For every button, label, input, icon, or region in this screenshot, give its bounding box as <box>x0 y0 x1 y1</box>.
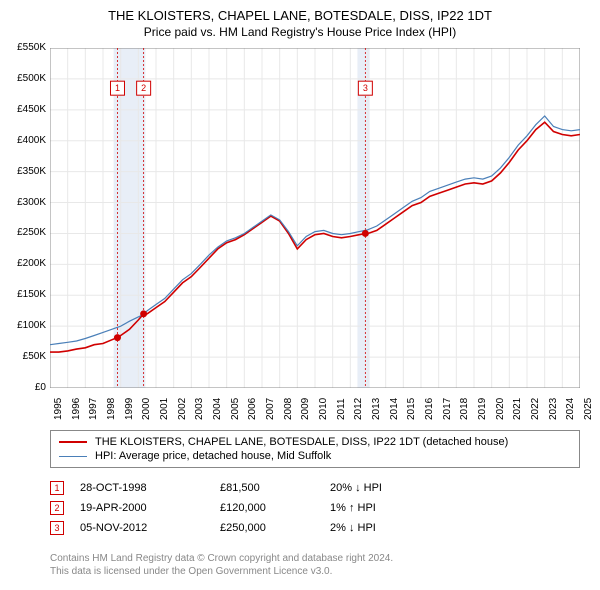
x-tick-label: 2005 <box>230 398 241 420</box>
x-tick-label: 2014 <box>389 398 400 420</box>
y-tick-label: £200K <box>2 258 46 269</box>
sale-date: 28-OCT-1998 <box>80 482 220 494</box>
x-tick-label: 1999 <box>124 398 135 420</box>
svg-text:2: 2 <box>141 83 146 93</box>
sale-marker: 1 <box>50 481 64 495</box>
sale-price: £120,000 <box>220 502 330 514</box>
x-tick-label: 2001 <box>159 398 170 420</box>
chart-svg: 1 2 3 <box>50 48 580 388</box>
svg-text:3: 3 <box>363 83 368 93</box>
x-tick-label: 2018 <box>459 398 470 420</box>
x-tick-label: 2003 <box>194 398 205 420</box>
x-tick-label: 2015 <box>406 398 417 420</box>
x-tick-label: 2007 <box>265 398 276 420</box>
legend-item: THE KLOISTERS, CHAPEL LANE, BOTESDALE, D… <box>59 435 571 449</box>
sale-delta: 20% ↓ HPI <box>330 482 430 494</box>
sale-date: 05-NOV-2012 <box>80 522 220 534</box>
legend-swatch <box>59 441 87 443</box>
chart-subtitle: Price paid vs. HM Land Registry's House … <box>0 23 600 43</box>
x-tick-label: 2016 <box>424 398 435 420</box>
y-tick-label: £400K <box>2 135 46 146</box>
x-tick-label: 2019 <box>477 398 488 420</box>
footnote-line: Contains HM Land Registry data © Crown c… <box>50 552 393 565</box>
x-tick-label: 1996 <box>71 398 82 420</box>
chart-plot-area: 1 2 3 <box>50 48 580 388</box>
x-tick-label: 2002 <box>177 398 188 420</box>
y-tick-label: £0 <box>2 382 46 393</box>
x-tick-label: 2011 <box>336 398 347 420</box>
x-tick-label: 1995 <box>53 398 64 420</box>
legend-label: THE KLOISTERS, CHAPEL LANE, BOTESDALE, D… <box>95 436 508 448</box>
sale-date: 19-APR-2000 <box>80 502 220 514</box>
chart-container: THE KLOISTERS, CHAPEL LANE, BOTESDALE, D… <box>0 0 600 590</box>
x-tick-label: 2021 <box>512 398 523 420</box>
x-tick-label: 2009 <box>300 398 311 420</box>
legend-item: HPI: Average price, detached house, Mid … <box>59 449 571 463</box>
x-tick-label: 1998 <box>106 398 117 420</box>
sale-marker: 3 <box>50 521 64 535</box>
x-tick-label: 2024 <box>565 398 576 420</box>
y-tick-label: £450K <box>2 104 46 115</box>
x-tick-label: 2013 <box>371 398 382 420</box>
x-tick-label: 2017 <box>442 398 453 420</box>
footnote-line: This data is licensed under the Open Gov… <box>50 565 393 578</box>
y-tick-label: £500K <box>2 73 46 84</box>
y-tick-label: £300K <box>2 197 46 208</box>
sale-price: £250,000 <box>220 522 330 534</box>
x-tick-label: 2004 <box>212 398 223 420</box>
x-tick-label: 2008 <box>283 398 294 420</box>
legend: THE KLOISTERS, CHAPEL LANE, BOTESDALE, D… <box>50 430 580 468</box>
x-tick-label: 2025 <box>583 398 594 420</box>
x-tick-label: 2012 <box>353 398 364 420</box>
x-tick-label: 2006 <box>247 398 258 420</box>
sale-delta: 1% ↑ HPI <box>330 502 430 514</box>
x-tick-label: 2010 <box>318 398 329 420</box>
sale-price: £81,500 <box>220 482 330 494</box>
sale-marker: 2 <box>50 501 64 515</box>
x-tick-label: 1997 <box>88 398 99 420</box>
y-tick-label: £350K <box>2 166 46 177</box>
legend-swatch <box>59 456 87 457</box>
sale-row: 3 05-NOV-2012£250,0002% ↓ HPI <box>50 518 580 538</box>
x-tick-label: 2022 <box>530 398 541 420</box>
y-tick-label: £550K <box>2 42 46 53</box>
y-tick-label: £100K <box>2 320 46 331</box>
sale-row: 2 19-APR-2000£120,0001% ↑ HPI <box>50 498 580 518</box>
footnote: Contains HM Land Registry data © Crown c… <box>50 552 393 578</box>
sale-row: 1 28-OCT-1998£81,50020% ↓ HPI <box>50 478 580 498</box>
chart-title: THE KLOISTERS, CHAPEL LANE, BOTESDALE, D… <box>0 0 600 23</box>
x-tick-label: 2000 <box>141 398 152 420</box>
x-tick-label: 2020 <box>495 398 506 420</box>
y-tick-label: £250K <box>2 227 46 238</box>
svg-text:1: 1 <box>115 83 120 93</box>
sale-delta: 2% ↓ HPI <box>330 522 430 534</box>
legend-label: HPI: Average price, detached house, Mid … <box>95 450 331 462</box>
y-tick-label: £150K <box>2 289 46 300</box>
y-tick-label: £50K <box>2 351 46 362</box>
sales-table: 1 28-OCT-1998£81,50020% ↓ HPI 2 19-APR-2000… <box>50 478 580 538</box>
x-tick-label: 2023 <box>548 398 559 420</box>
